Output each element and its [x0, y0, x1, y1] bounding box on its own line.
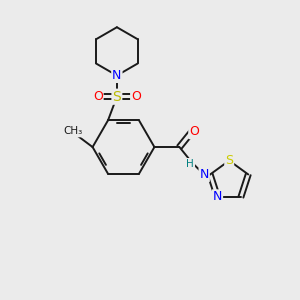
Text: N: N: [112, 69, 122, 82]
Text: H: H: [187, 159, 194, 169]
Text: O: O: [189, 125, 199, 138]
Text: S: S: [112, 90, 121, 104]
Text: N: N: [200, 168, 209, 181]
Text: N: N: [213, 190, 222, 203]
Text: S: S: [225, 154, 233, 167]
Text: O: O: [131, 90, 141, 103]
Text: O: O: [93, 90, 103, 103]
Text: CH₃: CH₃: [64, 126, 83, 136]
